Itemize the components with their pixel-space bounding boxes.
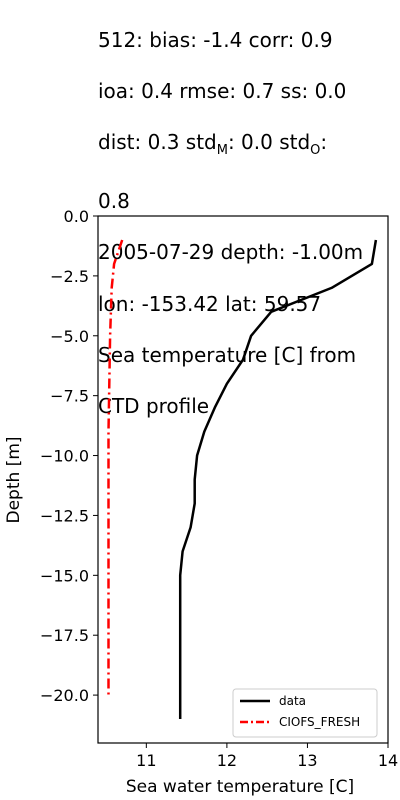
y-axis-label: Depth [m] xyxy=(4,436,24,523)
y-tick-label: −2.5 xyxy=(50,267,89,286)
y-tick-label: −5.0 xyxy=(50,327,89,346)
x-tick-label: 13 xyxy=(297,751,317,770)
series-line-model xyxy=(107,239,124,696)
y-tick-label: −12.5 xyxy=(40,506,89,525)
x-axis-label: Sea water temperature [C] xyxy=(126,777,354,797)
y-tick-label: −17.5 xyxy=(40,626,89,645)
title-line: 0.8 xyxy=(98,189,130,214)
x-tick-label: 11 xyxy=(136,751,156,770)
y-tick-label: −7.5 xyxy=(50,387,89,406)
series-lines xyxy=(107,239,378,719)
plot-frame xyxy=(97,215,389,744)
legend-label-model: CIOFS_FRESH xyxy=(279,715,360,729)
title-line: CTD profile xyxy=(98,393,210,418)
axis-ticks: 11 12 13 14 0.0 −2.5 −5.0 −7.5 −10.0 −12.5 −15.0 −1… xyxy=(40,207,398,770)
y-tick-label: −20.0 xyxy=(40,686,89,705)
chart-title: 512: bias: -1.4 corr: 0.9 ioa: 0.4 rmse:… xyxy=(98,2,398,445)
title-line: 512: bias: -1.4 corr: 0.9 xyxy=(98,27,333,52)
series-line-data xyxy=(178,239,378,719)
title-line: dist: 0.3 stdM: 0.0 stdO: xyxy=(98,129,328,158)
title-line: 2005-07-29 depth: -1.00m xyxy=(98,240,364,265)
y-tick-label: −15.0 xyxy=(40,566,89,585)
y-tick-label: 0.0 xyxy=(64,207,89,226)
y-tick-label: −10.0 xyxy=(40,447,89,466)
x-tick-label: 12 xyxy=(217,751,237,770)
legend-label-data: data xyxy=(279,694,306,708)
title-line: Sea temperature [C] from xyxy=(98,342,357,367)
title-line: ioa: 0.4 rmse: 0.7 ss: 0.0 xyxy=(98,78,347,103)
x-tick-label: 14 xyxy=(378,751,398,770)
legend: data CIOFS_FRESH xyxy=(232,688,378,738)
